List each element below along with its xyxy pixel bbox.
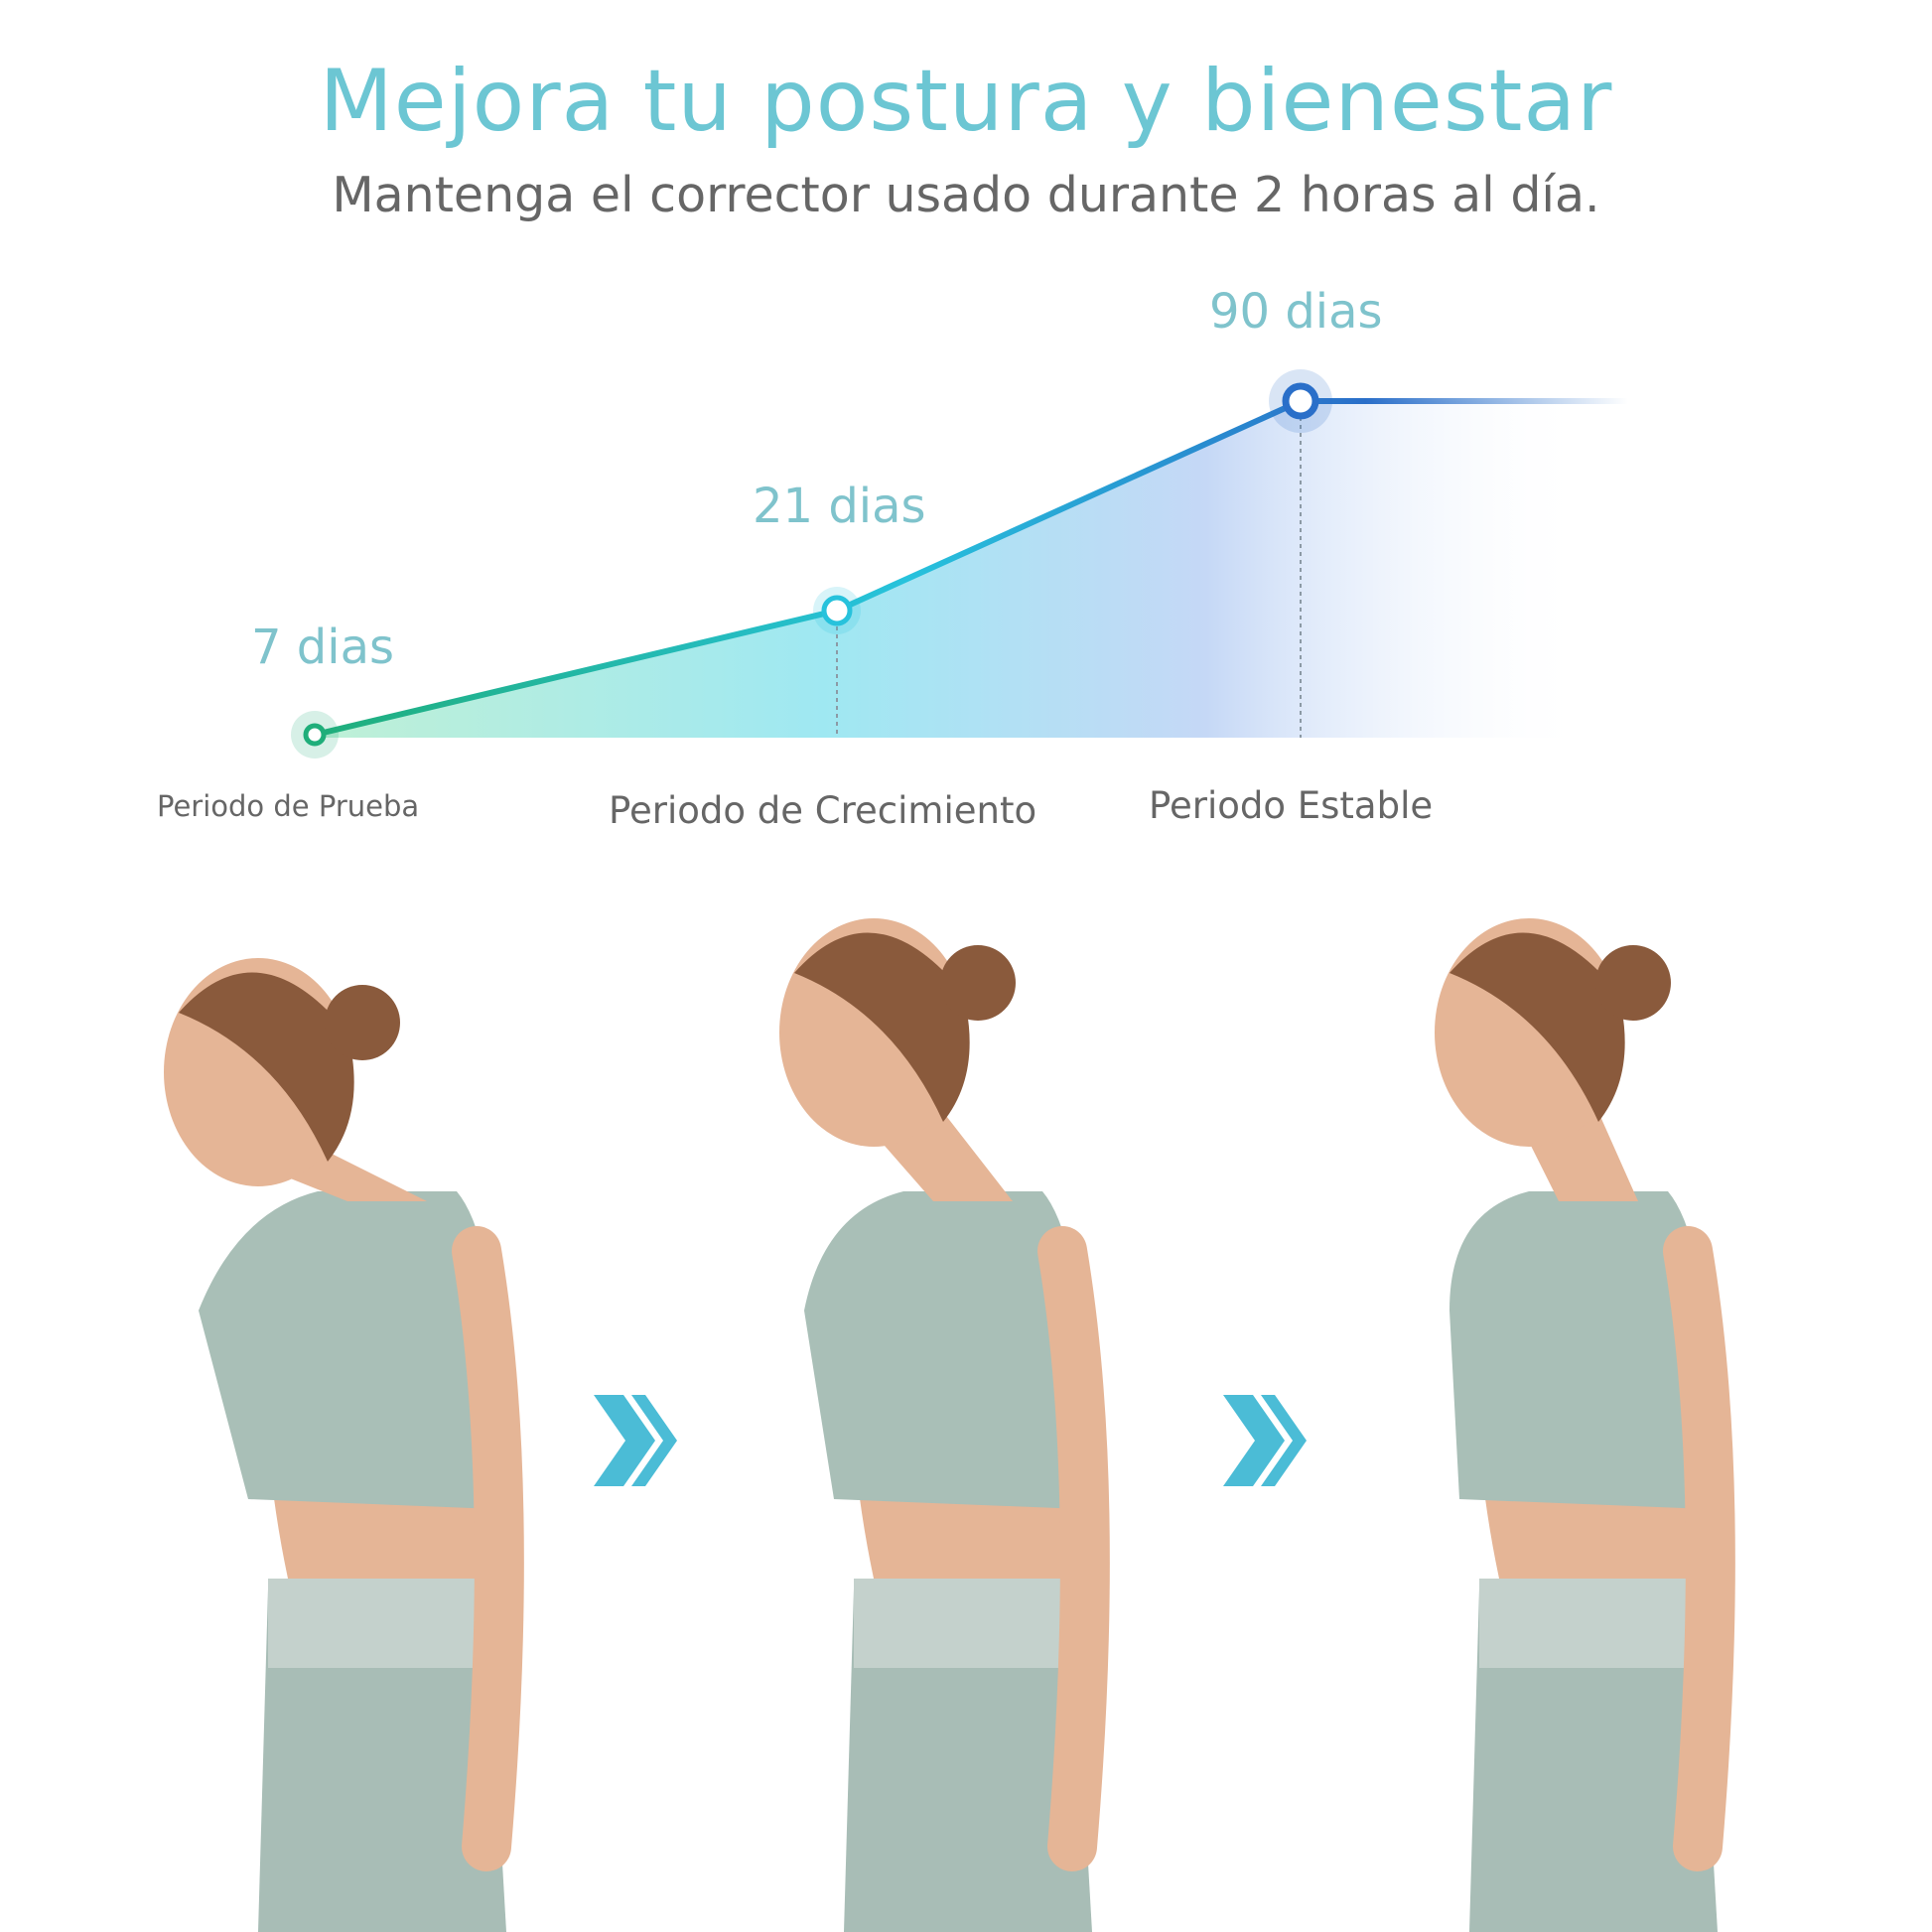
period-label-trial: Periodo de Prueba [157,789,420,823]
period-label-stable: Periodo Estable [1149,784,1434,827]
page-title: Mejora tu postura y bienestar [319,52,1613,151]
chart-area-fill [315,401,1588,738]
figure-improving [779,918,1110,1932]
chart-line [314,398,1628,738]
progress-chart [291,369,1628,759]
period-label-growth: Periodo de Crecimiento [609,789,1037,832]
data-point [1282,382,1319,420]
day-label-7: 7 dias [251,620,395,675]
day-label-90: 90 dias [1209,284,1383,340]
double-chevron-right-icon [594,1395,677,1486]
figure-upright [1435,918,1735,1932]
page-subtitle: Mantenga el corrector usado durante 2 ho… [332,167,1600,223]
day-label-21: 21 dias [753,479,926,534]
figure-slouched [164,958,524,1932]
data-point [303,723,327,747]
data-point [821,595,853,626]
double-chevron-right-icon [1223,1395,1307,1486]
